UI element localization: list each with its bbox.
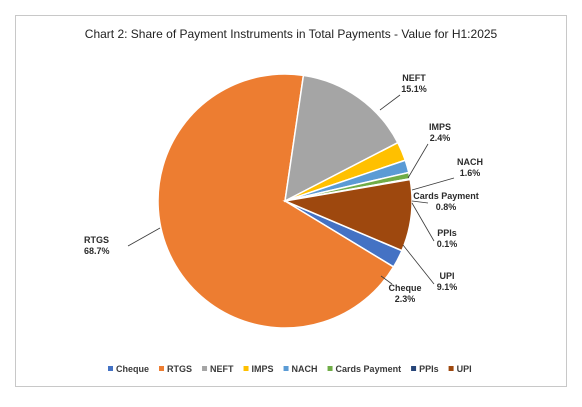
slice-value-nach: 1.6% [460,168,481,178]
slice-value-neft: 15.1% [401,84,427,94]
legend-swatch-nach [283,366,289,371]
pie-slice-rtgs [157,73,395,329]
pie-slices [157,73,413,329]
leader-line-upi [402,244,435,285]
slice-value-ppis: 0.1% [437,239,458,249]
legend-swatch-upi [448,366,454,371]
legend-label-cards-payment: Cards Payment [336,364,402,374]
legend-label-rtgs: RTGS [167,364,192,374]
leader-line-nach [411,177,455,191]
slice-label-nach: NACH [457,157,483,167]
slice-label-neft: NEFT [402,73,426,83]
legend-swatch-neft [202,366,208,371]
legend-swatch-cheque [108,366,113,371]
slice-value-cheque: 2.3% [395,294,416,304]
slice-value-cards-payment: 0.8% [436,202,457,212]
leader-line-ppis [411,202,435,242]
leader-line-cards-payment [411,200,429,204]
legend-label-nach: NACH [292,364,318,374]
slice-label-cards-payment: Cards Payment [413,191,479,201]
legend-label-neft: NEFT [210,364,234,374]
slice-label-ppis: PPIs [437,228,457,238]
chart-title: Chart 2: Share of Payment Instruments in… [85,27,498,41]
legend-label-imps: IMPS [252,364,274,374]
leader-line-imps [407,143,429,179]
slice-label-rtgs: RTGS [84,235,109,245]
leader-line-rtgs [127,227,161,247]
slice-label-imps: IMPS [429,122,451,132]
legend-label-upi: UPI [457,364,472,374]
leader-line-neft [379,94,401,111]
pie-slice-neft [284,74,399,203]
pie-slice-upi [282,178,413,252]
legend-swatch-cards-payment [327,366,333,371]
legend-label-ppis: PPIs [419,364,439,374]
legend-swatch-rtgs [159,366,165,371]
slice-label-cheque: Cheque [388,283,421,293]
leader-line-cheque [380,275,393,285]
leader-lines [127,94,455,285]
slice-value-upi: 9.1% [437,282,458,292]
legend: Cheque RTGS NEFT IMPS NACH Cards Payment PPIs U… [108,364,472,374]
legend-swatch-ppis [411,366,417,371]
slice-value-imps: 2.4% [430,133,451,143]
slice-label-upi: UPI [439,271,454,281]
slice-value-rtgs: 68.7% [84,246,110,256]
legend-swatch-imps [243,366,249,371]
legend-label-cheque: Cheque [116,364,149,374]
